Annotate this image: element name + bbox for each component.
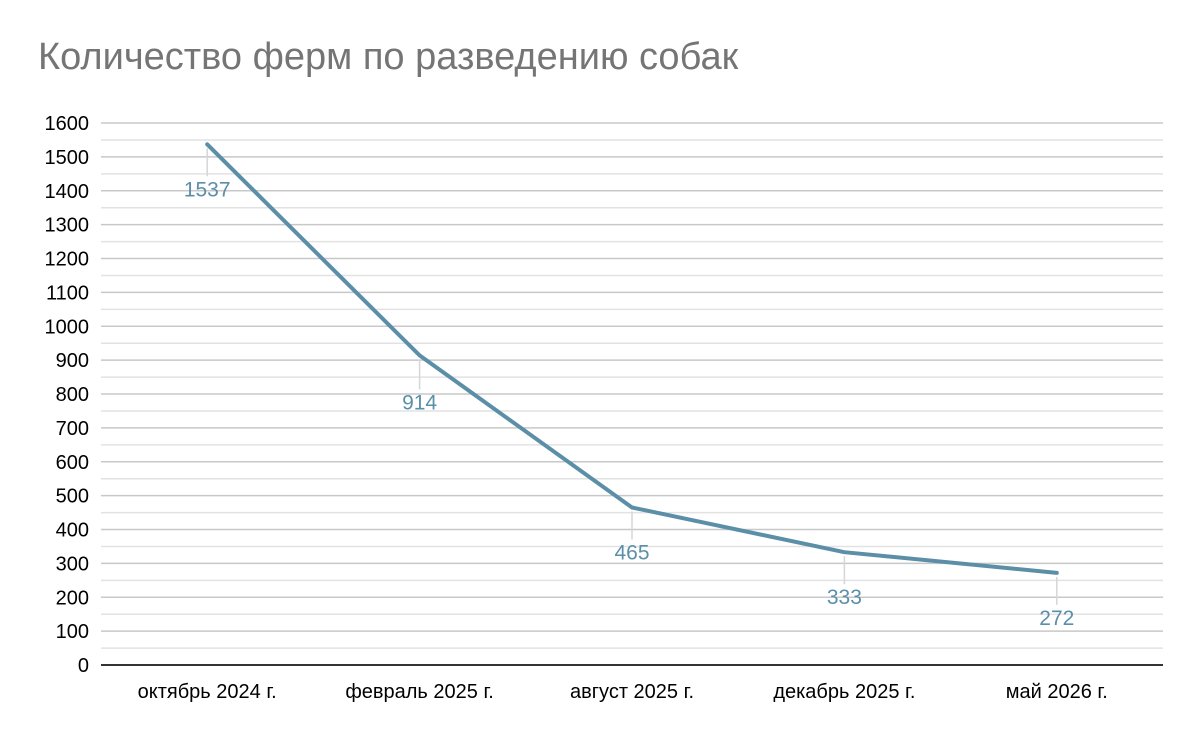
- x-tick-label: май 2026 г.: [1006, 681, 1108, 703]
- y-tick-label: 300: [56, 553, 89, 575]
- major-gridlines: [101, 122, 1163, 632]
- x-tick-label: декабрь 2025 г.: [773, 681, 915, 703]
- y-tick-label: 900: [56, 350, 89, 372]
- data-label-leader-lines: [206, 148, 1058, 605]
- y-tick-label: 1300: [45, 215, 90, 237]
- y-axis-tick-labels: 0 100 200 300 400 500 600 700 800 900 1000 1100 1200…: [45, 113, 90, 677]
- y-tick-label: 100: [56, 621, 89, 643]
- y-tick-label: 1100: [46, 282, 89, 304]
- y-tick-label: 1000: [45, 316, 90, 338]
- y-tick-label: 1600: [45, 113, 90, 135]
- data-label: 1537: [184, 178, 231, 201]
- x-tick-label: февраль 2025 г.: [345, 681, 494, 703]
- x-axis-tick-labels: октябрь 2024 г. февраль 2025 г. август 202…: [138, 681, 1108, 703]
- y-tick-label: 0: [78, 655, 89, 677]
- y-tick-label: 1500: [45, 147, 90, 169]
- data-label: 333: [827, 586, 862, 609]
- data-label: 465: [614, 541, 649, 564]
- minor-gridlines: [101, 139, 1163, 649]
- x-tick-label: август 2025 г.: [570, 681, 694, 703]
- x-tick-label: октябрь 2024 г.: [138, 681, 277, 703]
- data-label: 272: [1039, 607, 1074, 630]
- chart-title: Количество ферм по разведению собак: [38, 36, 739, 78]
- data-labels: 1537 914 465 333 272: [184, 178, 1074, 630]
- y-tick-label: 600: [56, 452, 89, 474]
- y-tick-label: 200: [56, 587, 89, 609]
- y-tick-label: 1400: [45, 181, 90, 203]
- series-line: [205, 142, 1059, 575]
- y-tick-label: 1200: [45, 249, 90, 271]
- y-tick-label: 700: [56, 418, 89, 440]
- y-tick-label: 500: [56, 486, 89, 508]
- data-label: 914: [402, 391, 437, 414]
- y-tick-label: 400: [56, 520, 89, 542]
- y-tick-label: 800: [56, 384, 89, 406]
